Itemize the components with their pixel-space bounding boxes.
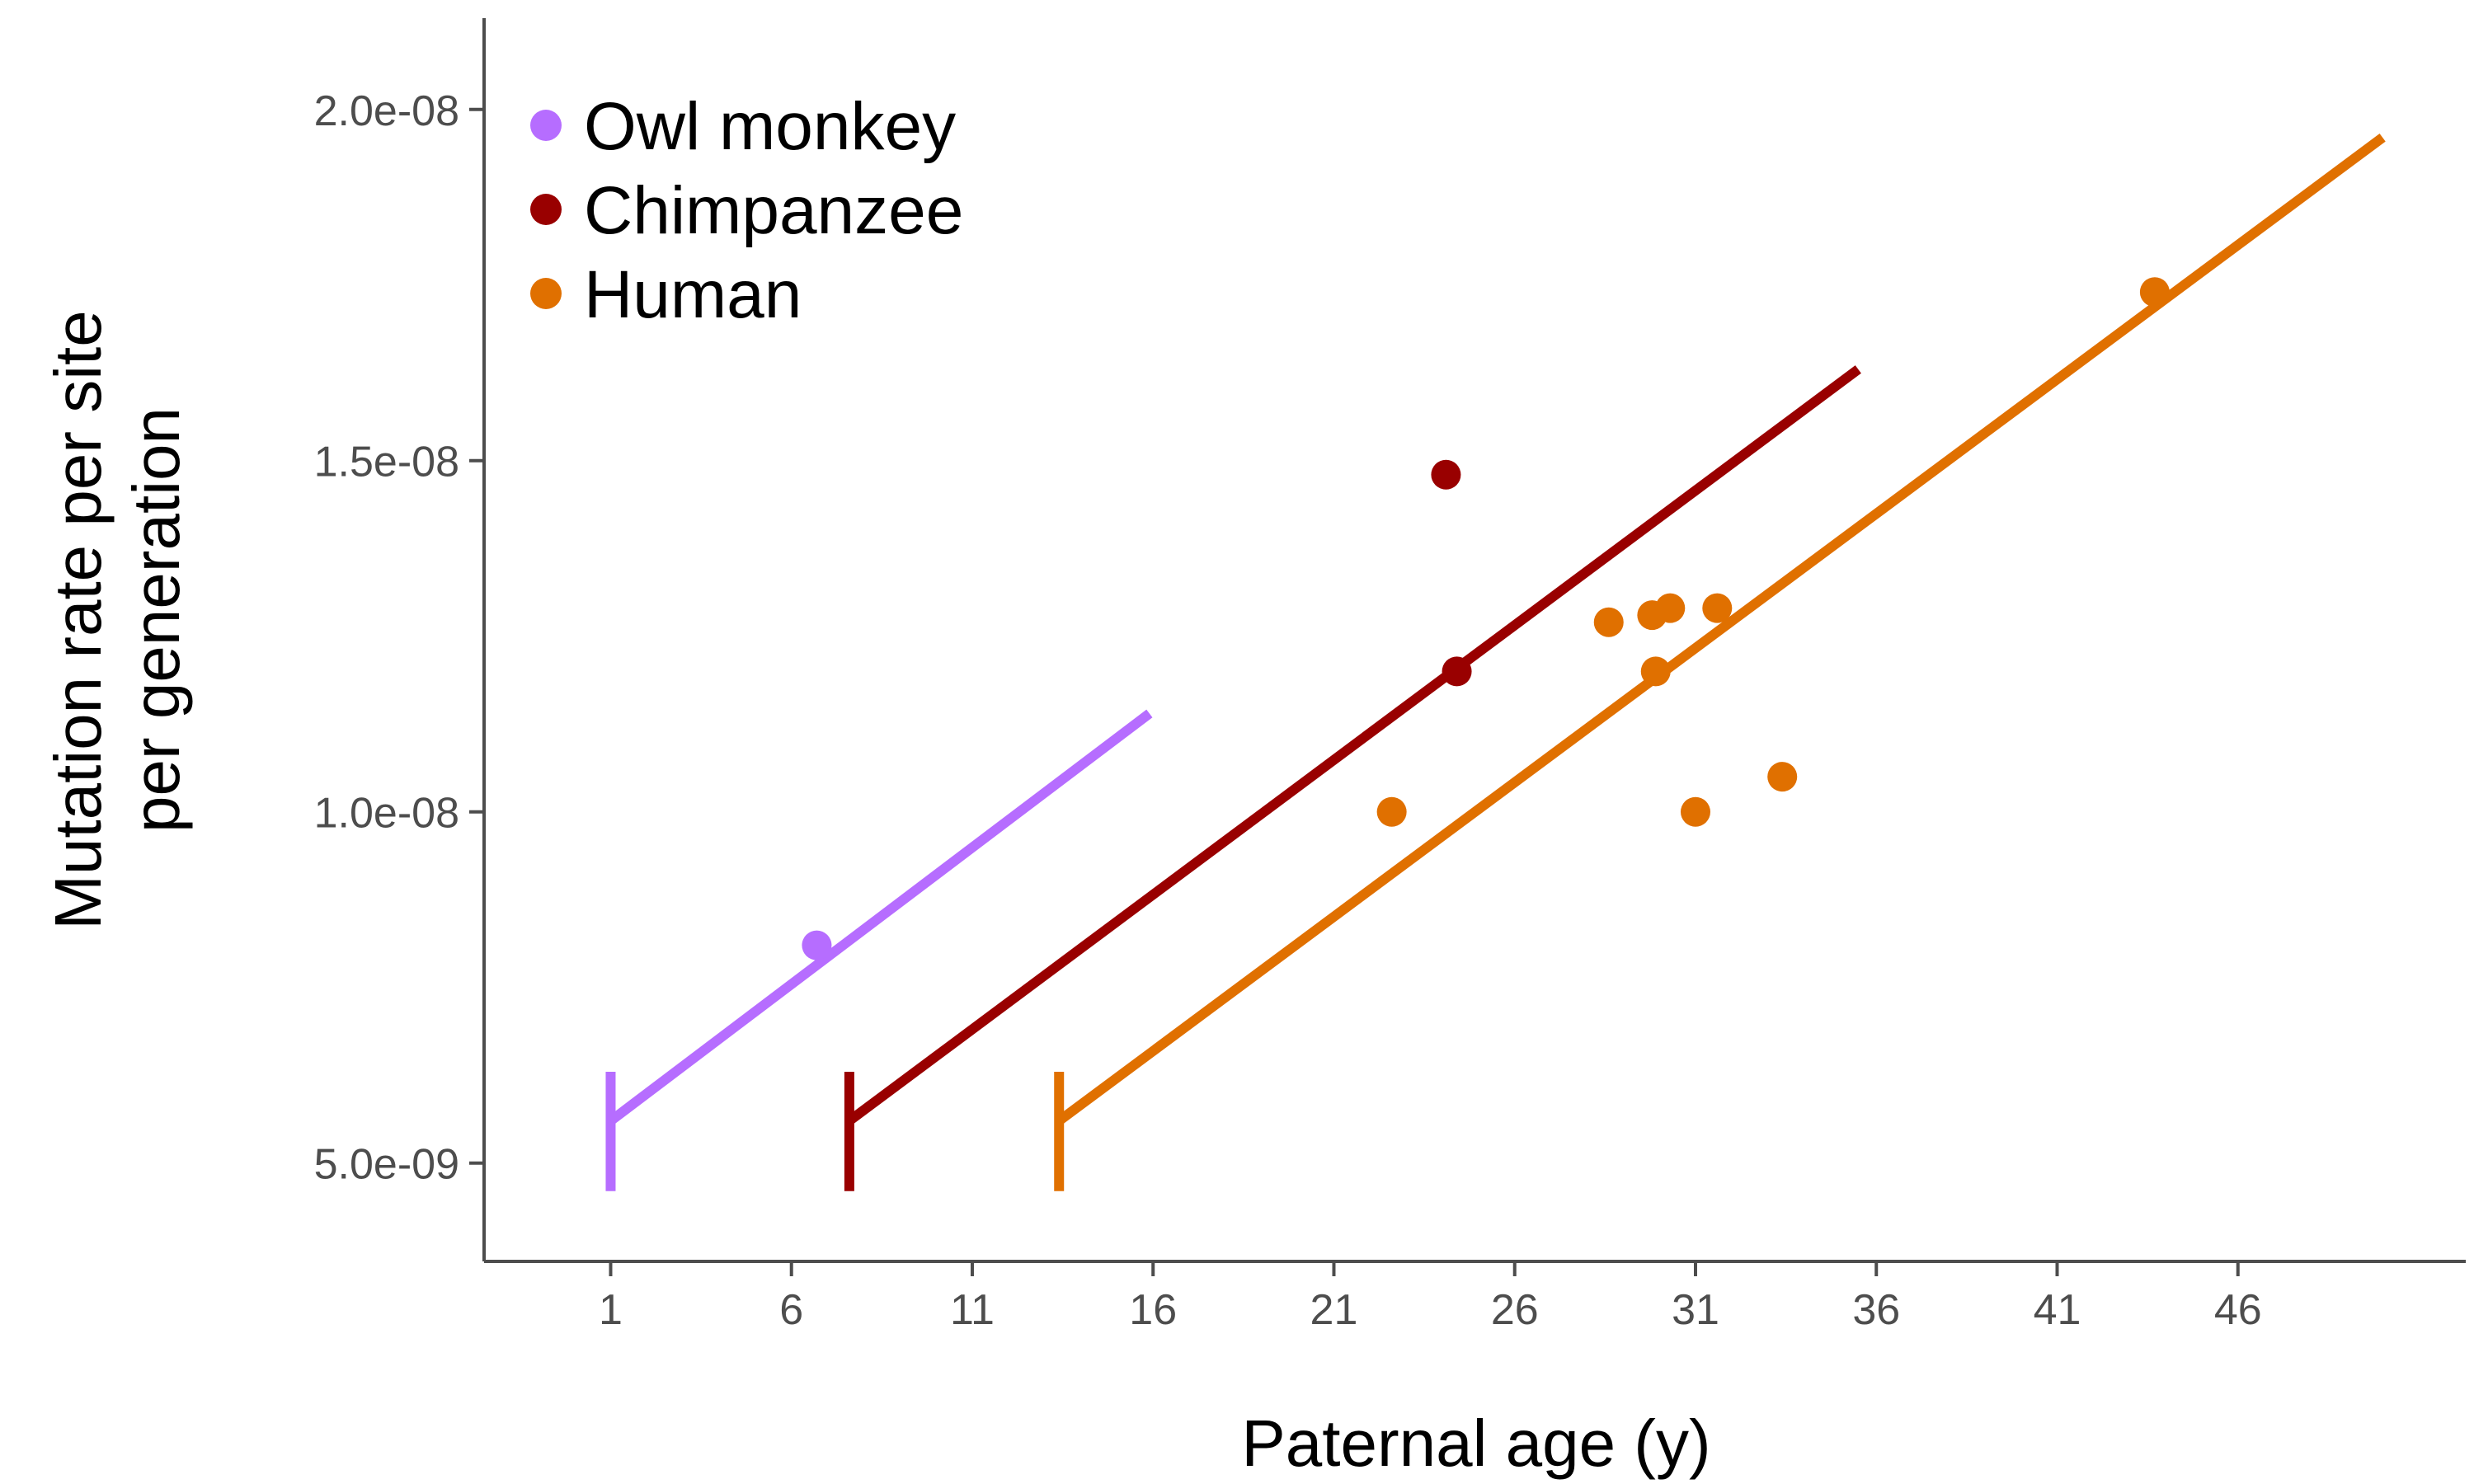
chimpanzee-legend-label: Chimpanzee [584, 173, 963, 248]
x-tick-label: 46 [2214, 1286, 2262, 1334]
data-points [802, 277, 2170, 960]
human-data-point [1680, 796, 1710, 827]
human-data-point [1640, 656, 1671, 687]
regression-lines [605, 134, 2386, 1191]
human-regression-line [1056, 134, 2386, 1125]
x-tick-label: 21 [1310, 1286, 1358, 1334]
x-tick-label: 41 [2034, 1286, 2081, 1334]
y-tick-label: 1.5e-08 [314, 439, 459, 486]
chimpanzee-regression-line [846, 365, 1861, 1125]
x-tick-label: 16 [1129, 1286, 1177, 1334]
human-data-point [1593, 607, 1624, 637]
owl-monkey-legend-key [530, 110, 562, 141]
x-tick-label: 31 [1672, 1286, 1719, 1334]
x-tick-label: 36 [1852, 1286, 1900, 1334]
x-tick-label: 6 [779, 1286, 803, 1334]
owl-monkey-legend-label: Owl monkey [584, 89, 956, 164]
human-data-point [2139, 277, 2170, 308]
x-tick-label: 11 [950, 1286, 995, 1334]
chimpanzee-data-point [1442, 656, 1472, 687]
x-axis-title: Paternal age (y) [1241, 1407, 1710, 1480]
human-data-point [1767, 762, 1798, 792]
human-data-point [1655, 593, 1686, 623]
owl-monkey-data-point [802, 930, 832, 960]
human-data-point [1376, 796, 1407, 827]
human-legend-label: Human [584, 257, 802, 332]
owl-monkey-regression-line [607, 709, 1153, 1125]
y-axis-title: Mutation rate per site per generation [41, 310, 193, 929]
human-legend-key [530, 278, 562, 309]
y-tick-label: 5.0e-09 [314, 1141, 459, 1189]
chimpanzee-data-point [1431, 459, 1461, 490]
y-tick-label: 2.0e-08 [314, 87, 459, 135]
legend: Owl monkey Chimpanzee Human [530, 89, 963, 332]
y-tick-label: 1.0e-08 [314, 790, 459, 838]
y-axis-ticks: 5.0e-09 1.0e-08 1.5e-08 2.0e-08 [314, 87, 484, 1189]
x-axis-ticks: 1 6 11 16 21 26 31 36 41 46 [599, 1261, 2262, 1334]
chimpanzee-legend-key [530, 194, 562, 225]
human-data-point [1702, 593, 1733, 623]
y-axis-title-line-2: per generation [120, 407, 193, 833]
axes [482, 18, 2466, 1263]
x-tick-label: 26 [1491, 1286, 1539, 1334]
x-tick-label: 1 [599, 1286, 623, 1334]
y-axis-title-line-1: Mutation rate per site [41, 310, 115, 929]
